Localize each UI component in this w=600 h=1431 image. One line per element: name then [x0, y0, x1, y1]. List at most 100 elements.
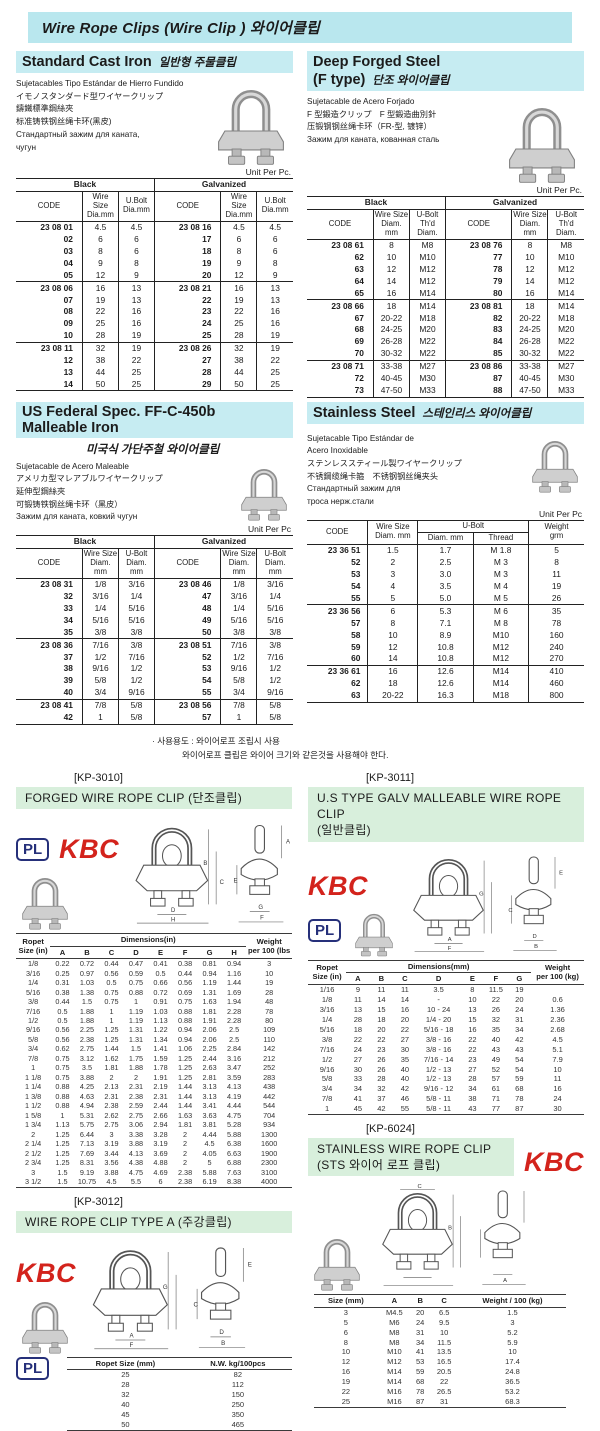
dimension-diagram-side: A — [474, 1180, 534, 1292]
table-row: 28 112 — [121, 1380, 244, 1390]
table-row: 23 08 61 8 M8 23 08 76 8 M8 — [307, 238, 584, 252]
table-row: 1 3/4 1.13 5.75 2.75 3.06 2.94 1.81 3.81 5.28 934 — [24, 1120, 276, 1130]
table-row: 5 M6 24 9.5 3 — [343, 1317, 515, 1327]
svg-text:F: F — [260, 915, 264, 921]
top-sections-row: Standard Cast Iron 일반형 주물클립 Sujetacables … — [16, 51, 584, 398]
svg-text:A: A — [448, 936, 452, 942]
bottom-right-column: [KP-3011] U.S TYPE GALV MALLEABLE WIRE R… — [308, 764, 584, 1431]
table-row: 6 M8 31 10 5.2 — [343, 1327, 518, 1337]
wire-rope-clip-photo — [16, 869, 74, 931]
unit-label: Unit Per Pc. — [245, 167, 291, 177]
section-title-bar: Standard Cast Iron 일반형 주물클립 — [16, 51, 293, 73]
svg-text:A: A — [129, 1332, 134, 1339]
table-row: 02 6 6 17 6 6 — [16, 233, 293, 246]
dimension-diagram-front: G A F — [403, 846, 499, 958]
table-row: 12 38 22 27 38 22 — [16, 354, 293, 367]
table-row: 63 12 M12 78 12 M12 — [307, 263, 584, 276]
kbc-logo: KBC — [308, 870, 368, 901]
section-kp6024: [KP-6024] STAINLESS WIRE ROPE CLIP (STS … — [308, 1123, 584, 1408]
svg-text:D: D — [219, 1329, 224, 1336]
dimension-diagram-side: E C D B — [509, 846, 563, 958]
table-row: 1 5/8 1 5.31 2.62 2.75 2.66 1.63 3.63 4.75 704 — [24, 1110, 276, 1120]
table-row: 1 45 42 55 5/8 - 11 43 77 87 30 — [324, 1104, 562, 1114]
table-row: 72 40-45 M30 87 40-45 M30 — [307, 372, 584, 385]
section-title-line2: (F type) — [313, 72, 366, 88]
kp3011-table: Ropet Size (in) Dimensions(mm) Weight pe… — [308, 959, 584, 1116]
table-row: 23 08 41 7/8 5/8 23 08 56 7/8 5/8 — [16, 698, 293, 712]
section-title-bar: Deep Forged Steel (F type) 단조 와이어클립 — [307, 51, 584, 91]
kbc-logo: KBC — [16, 1257, 76, 1288]
table-row: 23 08 71 33-38 M27 23 08 86 33-38 M27 — [307, 359, 584, 373]
table-row: 55 5 5.0 M 5 26 — [307, 592, 584, 605]
kp3012-table: Ropet Size (mm) N.W. kg/100pcs 25 82 28 112 3… — [67, 1356, 292, 1431]
table-row: 03 8 6 18 8 6 — [16, 245, 293, 258]
table-row: 63 20-22 16.3 M18 800 — [307, 689, 584, 703]
table-row: 34 5/16 5/16 49 5/16 5/16 — [16, 614, 293, 627]
section-title-korean: 단조 와이어클립 — [372, 75, 450, 87]
table-row: 23 36 61 16 12.6 M14 410 — [307, 664, 584, 678]
table-row: 1 1/2 0.88 4.94 2.38 2.59 2.44 1.44 3.41 4.44 544 — [24, 1101, 276, 1111]
table-row: 37 1/2 7/16 52 1/2 7/16 — [16, 651, 293, 663]
section-title: US Federal Spec. FF-C-450b — [22, 403, 216, 420]
table-row: 32 3/16 1/4 47 3/16 1/4 — [16, 590, 293, 603]
table-row: 04 9 8 19 9 8 — [16, 257, 293, 270]
table-row: 70 30-32 M22 85 30-32 M22 — [307, 347, 584, 361]
wire-rope-clip-photo — [500, 95, 584, 185]
table-row: 07 19 13 22 19 13 — [16, 294, 293, 306]
pl-logo: PL — [308, 918, 342, 943]
catalog-code: [KP-3010] — [74, 771, 123, 784]
section-title-bar: Stainless Steel 스테인리스 와이어클립 — [307, 401, 584, 424]
svg-text:E: E — [248, 1262, 252, 1269]
cast-iron-table: Black Galvanized CODE Wire Size Dia.mm U.Bo… — [16, 178, 293, 392]
table-row: 53 3 3.0 M 3 11 — [307, 568, 584, 581]
table-row: 23 08 66 18 M14 23 08 81 18 M14 — [307, 299, 584, 313]
wire-rope-clip-photo — [209, 77, 293, 167]
section-kp3010: [KP-3010] FORGED WIRE ROPE CLIP (단조클립) P… — [16, 772, 292, 1188]
table-row: 10 28 19 25 28 19 — [16, 329, 293, 343]
wire-rope-clip-photo — [308, 1230, 366, 1292]
kbc-logo: KBC — [524, 1147, 584, 1178]
svg-text:B: B — [204, 861, 208, 867]
deep-forged-table: Black Galvanized CODE Wire Size Diam. mm U-… — [307, 196, 584, 398]
table-row: 23 36 56 6 5.3 M 6 35 — [307, 604, 584, 618]
table-row: 60 14 10.8 M12 270 — [307, 652, 584, 666]
pl-logo: PL — [16, 1356, 50, 1381]
table-row: 3/16 0.25 0.97 0.56 0.59 0.5 0.44 0.94 1.16 10 — [26, 968, 274, 978]
table-row: 1 1/8 0.75 3.88 2 2 1.91 1.25 2.81 3.59 283 — [24, 1072, 276, 1082]
table-row: 19 M14 68 22 36.5 — [341, 1377, 520, 1387]
middle-sections-row: US Federal Spec. FF-C-450b Malleable Iro… — [16, 401, 584, 725]
table-row: 23 08 31 1/8 3/16 23 08 46 1/8 3/16 — [16, 577, 293, 591]
table-row: 62 10 M10 77 10 M10 — [307, 251, 584, 264]
multilingual-description: Sujetacables Tipo Estándar de Hierro Fun… — [16, 79, 184, 152]
table-row: 38 9/16 1/2 53 9/16 1/2 — [16, 662, 293, 675]
table-row: 13 44 25 28 44 25 — [16, 366, 293, 379]
section-standard-cast-iron: Standard Cast Iron 일반형 주물클립 Sujetacables … — [16, 51, 293, 398]
table-row: 9/16 0.56 2.25 1.25 1.31 1.22 0.94 2.06 2.5 109 — [26, 1025, 276, 1035]
table-row: 16 M14 59 20.5 24.8 — [341, 1367, 520, 1377]
table-row: 8 M8 34 11.5 5.9 — [343, 1337, 518, 1347]
table-row: 1 0.75 3.5 1.81 1.88 1.78 1.25 2.63 3.47 252 — [31, 1063, 276, 1073]
table-row: 3/4 34 32 42 9/16 - 12 34 61 68 16 — [321, 1084, 562, 1094]
bottom-sections: [KP-3010] FORGED WIRE ROPE CLIP (단조클립) P… — [16, 764, 584, 1431]
table-row: 1 1/4 0.88 4.25 2.13 2.31 2.19 1.44 3.13 4.13 438 — [24, 1082, 276, 1092]
unit-label: Unit Per Pc. — [536, 185, 582, 195]
svg-text:D: D — [171, 908, 176, 914]
table-row: 3/16 13 15 16 10 - 24 13 26 24 1.36 — [319, 1005, 565, 1015]
catalog-code: [KP-6024] — [366, 1123, 415, 1136]
table-row: 67 20-22 M18 82 20-22 M18 — [307, 312, 584, 324]
catalog-code: [KP-3011] — [366, 771, 415, 784]
svg-text:E: E — [233, 878, 237, 884]
section-us-federal: US Federal Spec. FF-C-450b Malleable Iro… — [16, 401, 293, 725]
svg-text:F: F — [129, 1342, 133, 1349]
kp-title: U.S TYPE GALV MALLEABLE WIRE ROPE CLIP (… — [308, 786, 584, 842]
usage-note: · 사용용도 : 와이어로프 조립시 사용 와이어로프 클립은 와이어 크기와 … — [152, 734, 600, 762]
svg-text:G: G — [163, 1284, 168, 1291]
section-title-korean: 스테인리스 와이어클립 — [422, 407, 532, 420]
svg-text:G: G — [479, 891, 484, 897]
table-row: 40 250 — [121, 1400, 245, 1410]
unit-label: Unit Per Pc — [248, 524, 291, 535]
section-deep-forged-steel: Deep Forged Steel (F type) 단조 와이어클립 Sujet… — [307, 51, 584, 398]
table-row: 08 22 16 23 22 16 — [16, 305, 293, 318]
svg-text:C: C — [509, 908, 513, 914]
